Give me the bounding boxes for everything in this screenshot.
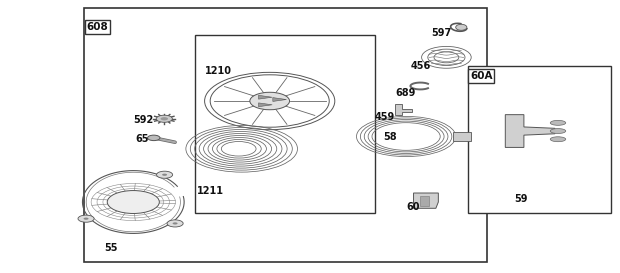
Text: 689: 689 xyxy=(395,88,415,98)
Ellipse shape xyxy=(551,129,565,133)
Circle shape xyxy=(156,171,172,178)
Text: 592: 592 xyxy=(133,115,154,125)
Polygon shape xyxy=(395,104,412,115)
Text: eReplacementParts.com: eReplacementParts.com xyxy=(213,138,357,151)
Polygon shape xyxy=(505,115,555,147)
Polygon shape xyxy=(259,103,272,107)
Bar xyxy=(420,196,429,206)
Circle shape xyxy=(250,92,290,110)
Text: 608: 608 xyxy=(87,22,108,32)
Circle shape xyxy=(148,135,160,141)
Circle shape xyxy=(107,191,159,213)
Bar xyxy=(468,66,611,213)
Ellipse shape xyxy=(456,24,467,30)
Circle shape xyxy=(156,115,172,122)
Text: 60: 60 xyxy=(406,203,420,212)
Bar xyxy=(84,8,487,262)
Polygon shape xyxy=(259,95,272,99)
Polygon shape xyxy=(453,132,471,141)
Polygon shape xyxy=(414,193,438,208)
Text: 1210: 1210 xyxy=(205,66,232,76)
Text: 58: 58 xyxy=(383,132,397,141)
Text: 59: 59 xyxy=(515,194,528,204)
Circle shape xyxy=(172,222,177,224)
Circle shape xyxy=(161,117,168,120)
Ellipse shape xyxy=(551,137,565,142)
Circle shape xyxy=(167,220,183,227)
Text: 459: 459 xyxy=(375,112,396,122)
Ellipse shape xyxy=(551,120,565,125)
Circle shape xyxy=(78,215,94,222)
Circle shape xyxy=(162,174,167,176)
Bar xyxy=(195,35,375,213)
Text: 597: 597 xyxy=(431,28,451,38)
Text: 60A: 60A xyxy=(470,71,492,81)
Text: 65: 65 xyxy=(135,134,149,144)
Text: 456: 456 xyxy=(411,61,432,70)
Circle shape xyxy=(84,218,89,220)
Text: 55: 55 xyxy=(104,244,118,253)
Polygon shape xyxy=(273,98,286,102)
Text: 1211: 1211 xyxy=(197,186,224,196)
